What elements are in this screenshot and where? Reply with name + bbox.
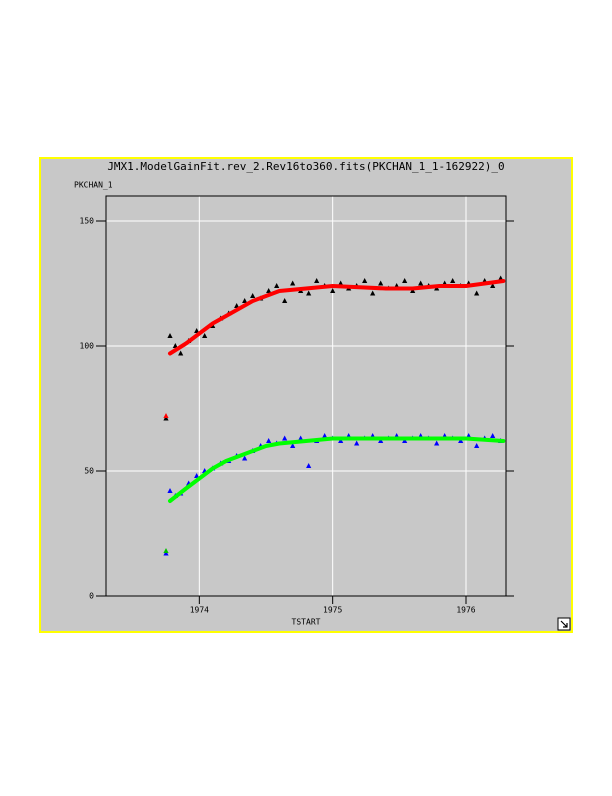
data-point	[490, 283, 496, 288]
data-point	[163, 548, 169, 553]
data-point	[354, 440, 360, 446]
window-panel	[39, 157, 573, 633]
x-tick-label: 1975	[323, 606, 342, 615]
x-axis-label: TSTART	[292, 618, 321, 627]
data-point	[242, 455, 248, 461]
data-point	[410, 288, 416, 293]
data-point	[338, 280, 344, 286]
y-tick-label: 0	[89, 592, 94, 601]
data-point	[194, 473, 200, 478]
data-point	[362, 278, 368, 283]
data-point	[314, 278, 320, 283]
data-point	[234, 303, 240, 308]
data-point	[378, 280, 384, 286]
y-tick-label: 50	[84, 467, 94, 476]
data-point	[242, 298, 248, 303]
chart-title: JMX1.ModelGainFit.rev_2.Rev16to360.fits(…	[107, 160, 504, 173]
y-tick-label: 100	[80, 342, 95, 351]
resize-icon[interactable]	[557, 617, 571, 631]
data-point	[266, 288, 272, 293]
x-tick-label: 1974	[190, 606, 209, 615]
fit-line	[168, 436, 506, 503]
data-point	[418, 280, 424, 286]
data-point	[274, 283, 280, 288]
data-point	[370, 290, 376, 296]
data-point	[322, 433, 328, 438]
data-point	[330, 288, 336, 293]
data-point	[172, 343, 178, 348]
data-point	[434, 440, 440, 446]
fit-line	[168, 279, 506, 356]
data-point	[250, 293, 256, 298]
data-point	[490, 433, 496, 438]
data-point	[306, 290, 312, 296]
data-point	[450, 278, 456, 283]
data-point	[194, 328, 200, 333]
y-axis-label: PKCHAN_1	[74, 181, 113, 190]
data-point	[282, 298, 288, 303]
x-tick-label: 1976	[456, 606, 475, 615]
data-point	[290, 280, 296, 286]
data-point	[290, 443, 296, 448]
data-point	[167, 488, 173, 493]
data-point	[202, 333, 208, 338]
data-point	[474, 443, 480, 448]
data-point	[178, 350, 184, 356]
data-point	[163, 413, 169, 418]
y-tick-label: 150	[80, 217, 95, 226]
resize-arrow[interactable]	[560, 620, 568, 628]
data-point	[402, 278, 408, 283]
data-point	[282, 435, 288, 441]
data-point	[266, 438, 272, 443]
data-point	[167, 333, 173, 338]
data-point	[298, 435, 304, 441]
data-point	[474, 290, 480, 296]
data-point	[306, 463, 312, 468]
plot-frame	[105, 195, 507, 597]
